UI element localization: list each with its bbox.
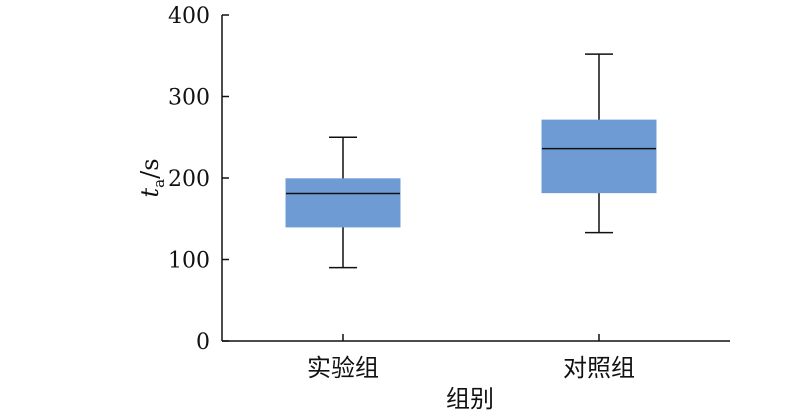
- y-axis-label: ta/s: [136, 158, 168, 197]
- plot-area: [285, 53, 657, 269]
- y-tick-label: 0: [196, 330, 210, 355]
- iqr-box: [285, 178, 401, 228]
- x-axis-ticks: 实验组 对照组: [307, 334, 635, 382]
- x-tick-label: 对照组: [563, 354, 635, 382]
- y-tick-label: 200: [168, 167, 210, 192]
- y-axis-label-unit: /s: [136, 158, 164, 178]
- box-experimental-group: [285, 136, 401, 269]
- box-control-group: [541, 53, 657, 234]
- iqr-box: [541, 119, 657, 194]
- y-axis-ticks: 0 100 200 300 400: [168, 4, 229, 355]
- y-tick-label: 400: [168, 4, 210, 29]
- y-axis-label-variable: t: [136, 188, 164, 198]
- y-axis-label-subscript: a: [150, 179, 168, 188]
- y-tick-label: 300: [168, 86, 210, 111]
- x-tick-label: 实验组: [307, 354, 379, 382]
- y-tick-label: 100: [168, 249, 210, 274]
- x-axis-label: 组别: [446, 385, 494, 413]
